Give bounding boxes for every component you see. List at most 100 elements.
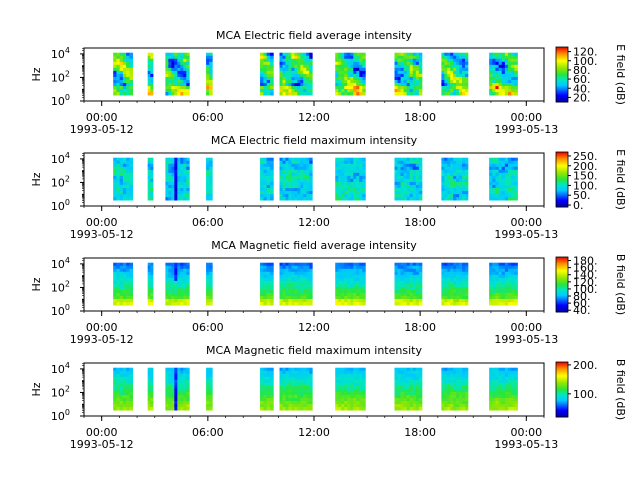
spectrogram-cell [498, 404, 503, 408]
spectrogram-cell [447, 169, 451, 174]
spectrogram-cell [113, 52, 117, 57]
spectrogram-cell [303, 394, 307, 399]
spectrogram-cell [492, 188, 496, 192]
spectrogram-cell [186, 52, 190, 57]
spectrogram-cell [119, 293, 124, 297]
colorbar-cell [556, 161, 568, 163]
spectrogram-cell [501, 157, 506, 162]
spectrogram-cell [362, 370, 366, 375]
spectrogram-cell [113, 197, 117, 201]
spectrogram-cell [309, 407, 313, 411]
spectrogram-cell [415, 163, 420, 168]
spectrogram-cell [177, 67, 181, 72]
spectrogram-cell [450, 286, 454, 291]
spectrogram-cell [350, 268, 354, 273]
spectrogram-cell [266, 58, 271, 63]
spectrogram-cell [183, 197, 187, 201]
spectrogram-cell [489, 385, 493, 390]
spectrogram-cell [266, 404, 271, 408]
spectrogram-cell [309, 265, 313, 270]
spectrogram-cell [444, 404, 448, 408]
spectrogram-cell [409, 404, 414, 408]
spectrogram-cell [291, 370, 295, 375]
spectrogram-cell [511, 404, 515, 408]
spectrogram-cell [508, 178, 512, 183]
spectrogram-cell [397, 79, 401, 84]
spectrogram-cell [394, 83, 398, 87]
spectrogram-cell [129, 86, 134, 90]
spectrogram-cell [394, 401, 398, 405]
spectrogram-cell [303, 61, 307, 66]
spectrogram-cell [409, 89, 414, 93]
spectrogram-cell [180, 61, 184, 66]
spectrogram-cell [353, 376, 357, 381]
colorbar-cell [556, 202, 568, 205]
spectrogram-cell [306, 404, 310, 408]
spectrogram-cell [353, 86, 357, 90]
spectrogram-cell [174, 188, 178, 192]
spectrogram-cell [459, 61, 463, 66]
spectrogram-cell [171, 274, 175, 279]
spectrogram-cell [511, 280, 515, 285]
spectrogram-cell [418, 286, 423, 291]
spectrogram-cell [168, 265, 172, 270]
spectrogram-cell [359, 169, 363, 174]
spectrogram-cell [511, 289, 515, 294]
colorbar-cell [556, 268, 568, 271]
spectrogram-cell [335, 274, 339, 279]
spectrogram-cell [291, 163, 295, 168]
spectrogram-cell [409, 184, 414, 189]
spectrogram-cell [180, 373, 184, 378]
spectrogram-cell [412, 76, 417, 81]
spectrogram-cell [209, 373, 213, 378]
spectrogram-cell [511, 76, 515, 81]
spectrogram-cell [177, 302, 181, 306]
spectrogram-cell [168, 73, 172, 78]
spectrogram-cell [122, 83, 127, 87]
spectrogram-cell [498, 367, 503, 372]
spectrogram-cell [456, 92, 460, 96]
colorbar-cell [556, 180, 568, 183]
spectrogram-cell [150, 407, 154, 411]
spectrogram-cell [403, 296, 408, 300]
spectrogram-cell [263, 367, 268, 372]
spectrogram-cell [359, 70, 363, 75]
spectrogram-cell [489, 283, 493, 288]
spectrogram-cell [335, 64, 339, 69]
spectrogram-cell [462, 268, 466, 273]
spectrogram-cell [453, 379, 457, 384]
spectrogram-cell [174, 175, 178, 180]
spectrogram-cell [186, 271, 190, 276]
spectrogram-cell [415, 181, 420, 186]
spectrogram-cell [514, 398, 518, 402]
spectrogram-cell [206, 283, 210, 288]
spectrogram-cell [403, 367, 408, 372]
spectrogram-cell [347, 160, 351, 165]
spectrogram-cell [126, 92, 130, 96]
spectrogram-cell [504, 157, 509, 162]
spectrogram-cell [186, 169, 190, 174]
colorbar-cell [556, 52, 568, 55]
spectrogram-cell [147, 283, 151, 288]
spectrogram-cell [206, 388, 210, 393]
spectrogram-cell [266, 160, 271, 165]
spectrogram-cell [171, 388, 175, 393]
spectrogram-cell [119, 86, 124, 90]
spectrogram-cell [180, 70, 184, 75]
spectrogram-cell [397, 52, 401, 57]
spectrogram-cell [291, 283, 295, 288]
spectrogram-cell [444, 277, 448, 282]
spectrogram-cell [511, 382, 515, 387]
colorbar-cell [556, 88, 568, 90]
spectrogram-cell [291, 89, 295, 93]
spectrogram-cell [412, 265, 417, 270]
spectrogram-cell [418, 92, 423, 96]
spectrogram-cell [492, 373, 496, 378]
spectrogram-cell [501, 58, 506, 63]
spectrogram-cell [119, 191, 124, 195]
colorbar: 20.40.60.80.100.120. E field (dB) [555, 44, 627, 105]
spectrogram-cell [165, 296, 169, 300]
spectrogram-cell [282, 184, 286, 189]
spectrogram-cell [338, 293, 342, 297]
spectrogram-cell [344, 175, 348, 180]
